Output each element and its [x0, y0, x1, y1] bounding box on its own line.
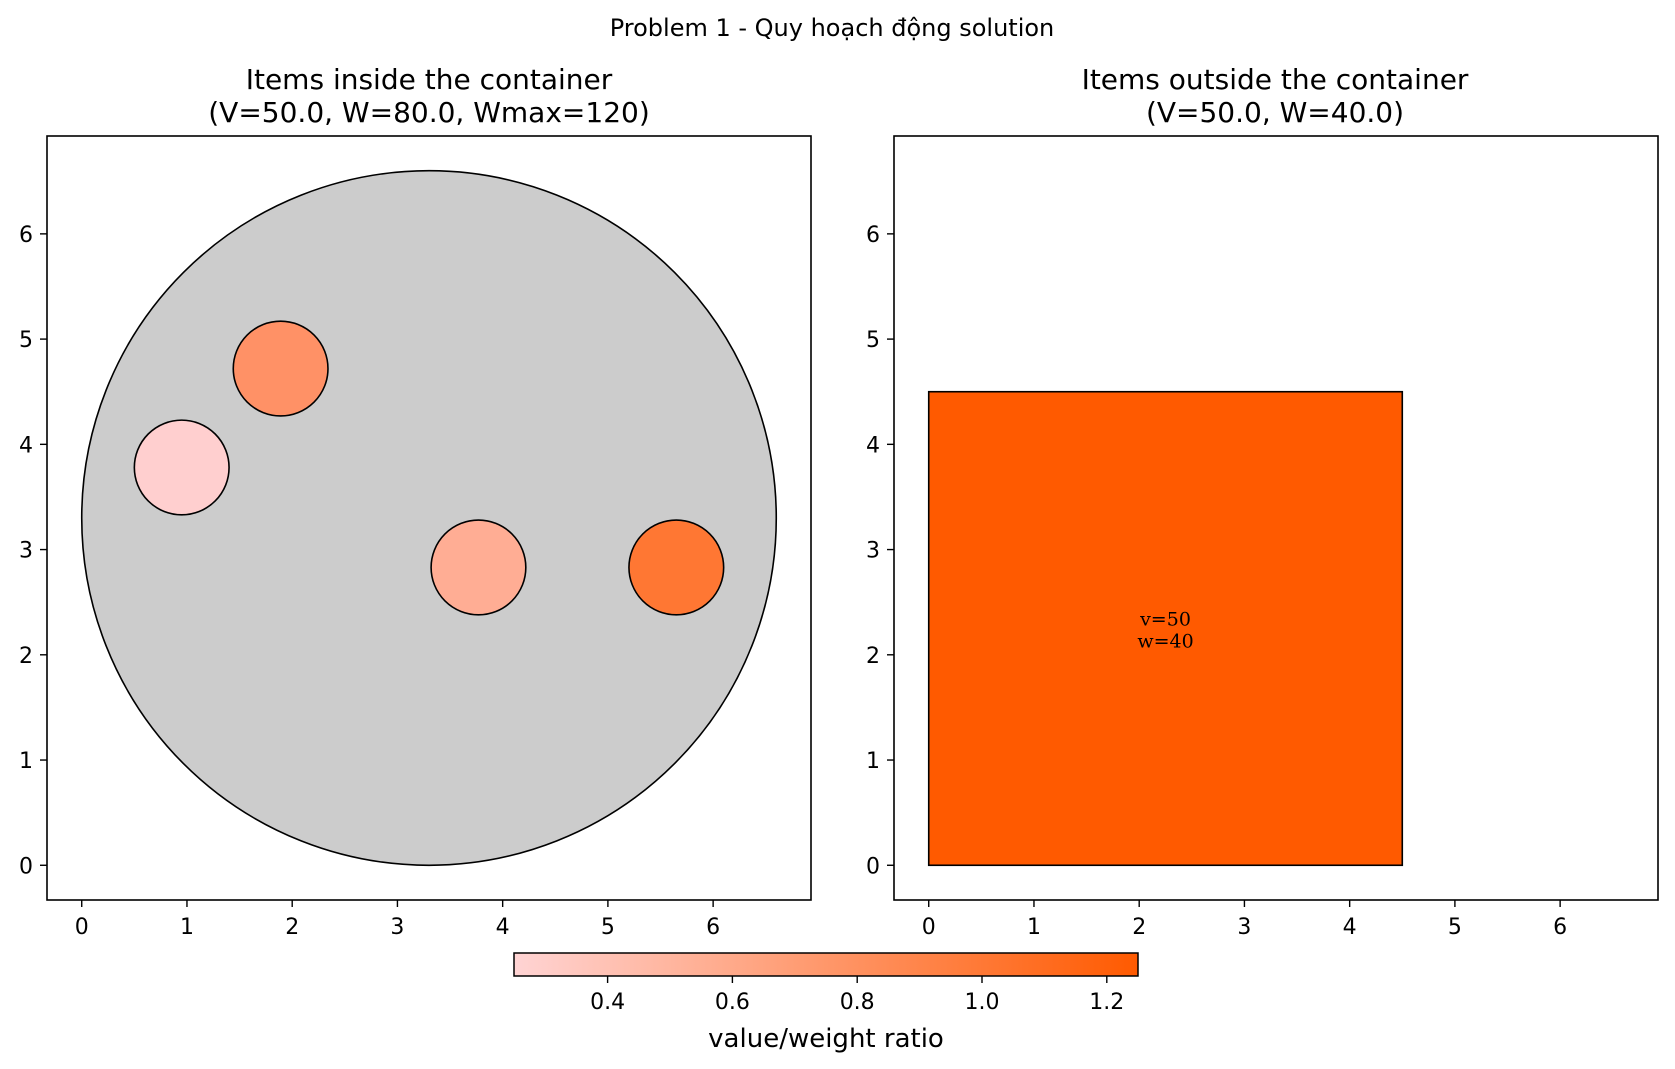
colorbar-tick-label: 1.2 — [1089, 990, 1124, 1015]
panel-title-line1: Items inside the container — [246, 63, 613, 96]
panel-title-line2: (V=50.0, W=40.0) — [1146, 96, 1404, 129]
x-tick-label: 4 — [1343, 915, 1357, 940]
y-tick-label: 3 — [866, 539, 880, 564]
x-tick-label: 3 — [1237, 915, 1251, 940]
item-circle — [628, 519, 725, 616]
item-square — [927, 390, 1404, 867]
panel-inside-container: Items inside the container (V=50.0, W=80… — [19, 63, 812, 940]
item-circle — [232, 320, 329, 417]
x-tick-label: 6 — [706, 915, 720, 940]
x-tick-label: 3 — [390, 915, 404, 940]
item-circle — [430, 519, 527, 616]
panel-title-line1: Items outside the container — [1082, 63, 1469, 96]
colorbar-tick-label: 1.0 — [965, 990, 1000, 1015]
colorbar: 0.4 0.6 0.8 1.0 1.2 value/weight ratio — [513, 952, 1139, 1054]
colorbar-tick-label: 0.4 — [590, 990, 625, 1015]
colorbar-gradient — [513, 952, 1139, 977]
x-tick-label: 0 — [75, 915, 89, 940]
y-tick-label: 3 — [19, 539, 33, 564]
y-tick-label: 4 — [866, 433, 880, 458]
y-tick-label: 2 — [866, 644, 880, 669]
x-tick-label: 0 — [922, 915, 936, 940]
y-tick-label: 5 — [19, 328, 33, 353]
axes-frame — [46, 135, 812, 901]
axes-frame — [893, 135, 1659, 901]
panel-title-line2: (V=50.0, W=80.0, Wmax=120) — [208, 96, 650, 129]
x-tick-label: 1 — [1027, 915, 1041, 940]
y-tick-label: 5 — [866, 328, 880, 353]
x-tick-label: 1 — [180, 915, 194, 940]
colorbar-tick-label: 0.8 — [840, 990, 875, 1015]
x-tick-label: 5 — [1448, 915, 1462, 940]
item-value-label: v=50 — [1139, 608, 1191, 630]
colorbar-tick-label: 0.6 — [715, 990, 750, 1015]
x-tick-label: 2 — [285, 915, 299, 940]
colorbar-label: value/weight ratio — [708, 1024, 944, 1054]
container-circle — [80, 169, 778, 867]
figure-suptitle: Problem 1 - Quy hoạch động solution — [610, 14, 1055, 42]
item-weight-label: w=40 — [1137, 630, 1193, 652]
y-tick-label: 0 — [19, 854, 33, 879]
x-tick-label: 2 — [1132, 915, 1146, 940]
y-tick-label: 2 — [19, 644, 33, 669]
x-tick-label: 6 — [1553, 915, 1567, 940]
x-tick-label: 4 — [496, 915, 510, 940]
item-circle — [133, 419, 230, 516]
x-tick-label: 5 — [601, 915, 615, 940]
panel-outside-container: Items outside the container (V=50.0, W=4… — [866, 63, 1659, 940]
y-tick-label: 4 — [19, 433, 33, 458]
y-tick-label: 6 — [866, 223, 880, 248]
y-tick-label: 0 — [866, 854, 880, 879]
y-tick-label: 1 — [19, 749, 33, 774]
y-tick-label: 6 — [19, 223, 33, 248]
y-tick-label: 1 — [866, 749, 880, 774]
